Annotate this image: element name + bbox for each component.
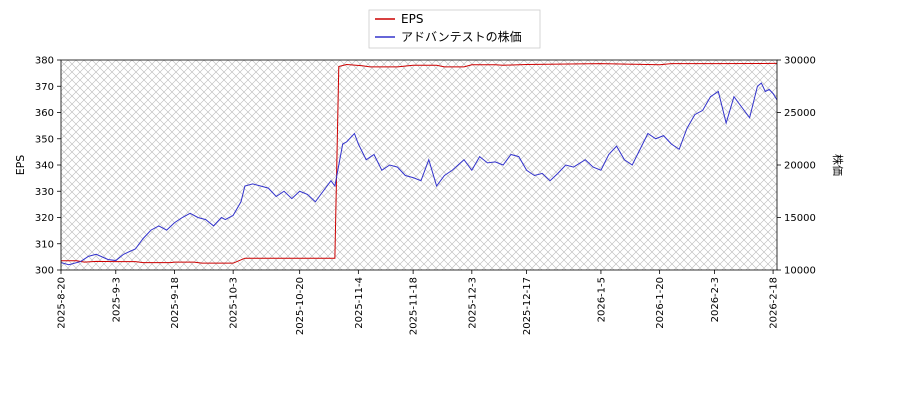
y-left-tick-label: 330 (35, 187, 54, 198)
x-tick-label: 2026-1-20 (655, 277, 666, 329)
y-right-tick-label: 30000 (784, 56, 816, 67)
eps-series-line (61, 62, 777, 264)
x-tick-label: 2025-10-3 (229, 277, 240, 329)
y-left-tick-label: 310 (35, 239, 54, 250)
x-tick-label: 2025-9-18 (170, 277, 181, 329)
legend-price-label: アドバンテストの株価 (401, 29, 522, 44)
y-left-tick-label: 350 (35, 134, 54, 145)
x-tick-label: 2025-12-17 (522, 277, 533, 335)
x-tick-label: 2025-11-4 (354, 277, 365, 329)
y-left-tick-label: 380 (35, 56, 54, 67)
y-left-tick-label: 300 (35, 266, 54, 277)
y-right-tick-label: 20000 (784, 161, 816, 172)
x-tick-label: 2026-1-5 (596, 277, 607, 322)
stock-price-series-line (61, 82, 777, 266)
y-right-tick-label: 10000 (784, 266, 816, 277)
y-left-tick-label: 370 (35, 82, 54, 93)
y-left-tick-label: 360 (35, 108, 54, 119)
x-tick-label: 2026-2-3 (710, 277, 721, 322)
y-right-tick-label: 25000 (784, 108, 816, 119)
x-tick-label: 2025-10-20 (295, 277, 306, 335)
legend-eps-label: EPS (401, 12, 423, 26)
x-tick-label: 2025-8-20 (57, 277, 68, 329)
x-tick-label: 2026-2-18 (769, 277, 780, 329)
plot-background (61, 60, 777, 270)
x-tick-label: 2025-9-3 (111, 277, 122, 322)
y-left-axis-label: EPS (14, 155, 27, 176)
y-left-tick-label: 320 (35, 213, 54, 224)
x-tick-label: 2025-11-18 (409, 277, 420, 335)
legend: EPS アドバンテストの株価 (368, 9, 541, 49)
x-tick-label: 2025-12-3 (467, 277, 478, 329)
y-left-tick-label: 340 (35, 161, 54, 172)
y-right-axis-label: 株価 (831, 154, 845, 176)
y-right-tick-label: 15000 (784, 213, 816, 224)
legend-box (368, 9, 541, 49)
